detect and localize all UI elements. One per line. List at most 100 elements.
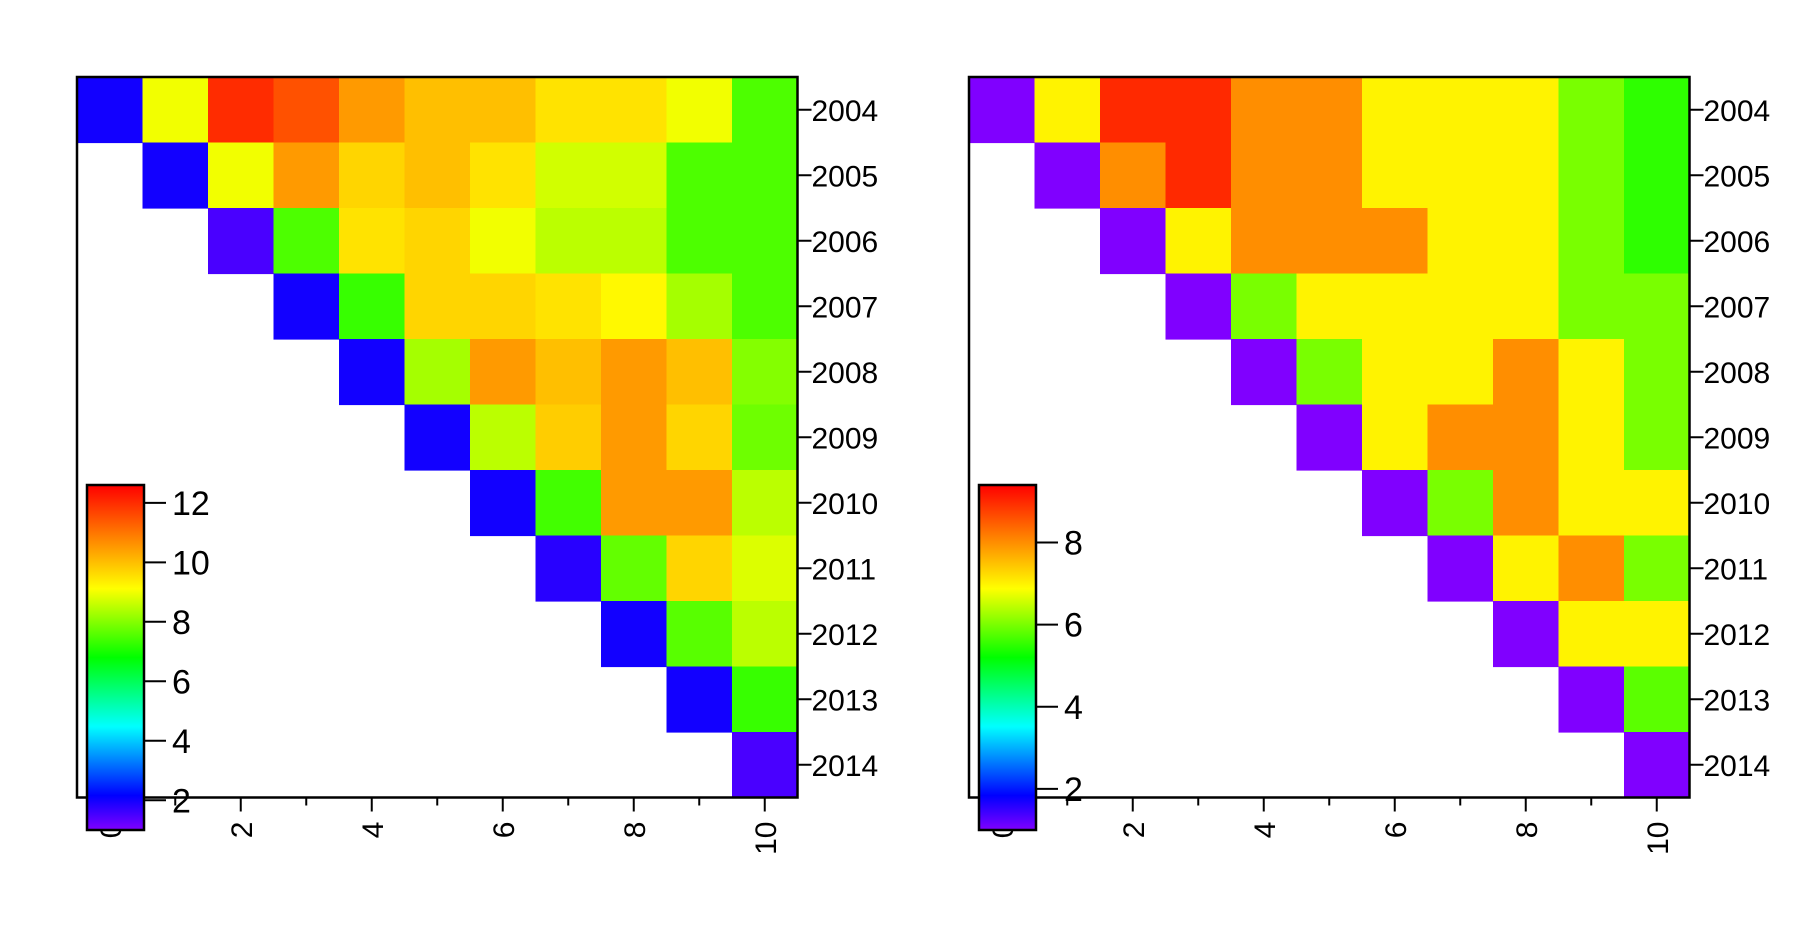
y-tick-label: 2011 <box>1704 553 1769 586</box>
x-tick-label: 2 <box>226 822 259 839</box>
heatmap-cell <box>404 339 471 406</box>
heatmap-cell <box>666 470 733 537</box>
heatmap-cell <box>1427 339 1494 406</box>
heatmap-cell <box>601 77 668 144</box>
heatmap-cell <box>1165 142 1232 209</box>
heatmap-cell <box>601 273 668 340</box>
heatmap-cell <box>1165 208 1232 275</box>
heatmap-cell <box>1624 404 1691 471</box>
heatmap-cell <box>1558 666 1625 733</box>
colorbar-tick-label: 2 <box>1064 771 1083 809</box>
heatmap-cell <box>1427 404 1494 471</box>
colorbar-tick-label: 12 <box>172 485 210 523</box>
y-tick-label: 2010 <box>1704 488 1771 521</box>
y-tick-label: 2012 <box>812 619 879 652</box>
y-tick-label: 2005 <box>812 160 879 193</box>
heatmap-cell <box>1624 77 1691 144</box>
heatmap-cell <box>732 339 799 406</box>
heatmap-panel: 2004 2005 2006 2007 2008 2009 2010 2011 2012 2013… <box>75 75 879 855</box>
heatmap-cell <box>1100 142 1167 209</box>
heatmap-cell <box>666 601 733 668</box>
heatmap-cell <box>1624 470 1691 537</box>
heatmap-cell <box>732 77 799 144</box>
heatmap-cell <box>1034 142 1101 209</box>
y-tick-label: 2012 <box>1704 619 1771 652</box>
heatmap-cell <box>1493 339 1560 406</box>
heatmap-cell <box>732 470 799 537</box>
heatmap-cell <box>1231 77 1298 144</box>
heatmap-cell <box>1558 601 1625 668</box>
heatmap-cell <box>1231 142 1298 209</box>
heatmap-cell <box>1231 208 1298 275</box>
y-tick-label: 2006 <box>812 226 879 259</box>
colorbar-tick-label: 2 <box>172 782 191 820</box>
heatmap-cell <box>732 535 799 602</box>
heatmap-cell <box>535 470 602 537</box>
heatmap-cell <box>1427 273 1494 340</box>
heatmap-cell <box>1362 208 1429 275</box>
heatmap-cell <box>535 535 602 602</box>
heatmap-cell <box>1624 666 1691 733</box>
heatmap-cell <box>339 77 406 144</box>
heatmap-cell <box>142 142 209 209</box>
heatmap-cell <box>1624 535 1691 602</box>
heatmap-cell <box>601 339 668 406</box>
heatmap-cell <box>1231 339 1298 406</box>
heatmap-cell <box>535 208 602 275</box>
heatmap-cell <box>1493 470 1560 537</box>
y-tick-label: 2013 <box>812 684 879 717</box>
heatmap-cell <box>1427 77 1494 144</box>
x-tick-label: 4 <box>357 822 390 839</box>
y-tick-label: 2008 <box>812 357 879 390</box>
heatmap-cell <box>535 404 602 471</box>
y-tick-label: 2005 <box>1704 160 1771 193</box>
heatmap-cell <box>1034 77 1101 144</box>
heatmap-cell <box>470 208 537 275</box>
x-tick-label: 8 <box>619 822 652 839</box>
heatmap-cell <box>601 404 668 471</box>
heatmap-cell <box>535 339 602 406</box>
heatmap-cell <box>404 404 471 471</box>
heatmap-cell <box>1296 404 1363 471</box>
heatmap-cell <box>1493 142 1560 209</box>
heatmap-cell <box>535 142 602 209</box>
heatmap-cell <box>1427 535 1494 602</box>
y-tick-label: 2010 <box>812 488 879 521</box>
heatmap-cell <box>1624 208 1691 275</box>
y-tick-label: 2008 <box>1704 357 1771 390</box>
heatmap-cell <box>601 601 668 668</box>
heatmap-cell <box>1558 208 1625 275</box>
heatmap-cell <box>1493 273 1560 340</box>
heatmap-cell <box>273 142 340 209</box>
heatmap-cell <box>666 273 733 340</box>
heatmap-cell <box>1558 535 1625 602</box>
heatmap-cell <box>732 732 799 799</box>
heatmap-cell <box>404 208 471 275</box>
heatmap-cell <box>273 273 340 340</box>
heatmap-cell <box>535 273 602 340</box>
heatmap-cell <box>339 142 406 209</box>
y-tick-label: 2014 <box>1704 750 1771 783</box>
heatmap-cell <box>208 77 275 144</box>
heatmap-cell <box>1362 142 1429 209</box>
heatmap-cell <box>732 273 799 340</box>
colorbar <box>85 483 146 832</box>
colorbar-tick-label: 4 <box>1064 689 1083 727</box>
heatmap-cell <box>208 208 275 275</box>
x-tick-label: 10 <box>1642 822 1675 855</box>
heatmap-cell <box>732 601 799 668</box>
heatmap-cell <box>1624 601 1691 668</box>
colorbar-tick-label: 8 <box>172 604 191 642</box>
heatmap-cell <box>1231 273 1298 340</box>
colorbar-tick-label: 6 <box>172 663 191 701</box>
y-tick-label: 2013 <box>1704 684 1771 717</box>
heatmap-cell <box>1165 273 1232 340</box>
heatmap-cell <box>1493 601 1560 668</box>
heatmap-cell <box>1362 273 1429 340</box>
y-tick-label: 2007 <box>812 291 879 324</box>
heatmap-cell <box>666 666 733 733</box>
x-tick-label: 4 <box>1249 822 1282 839</box>
heatmap-cell <box>470 470 537 537</box>
heatmap-cell <box>1362 77 1429 144</box>
